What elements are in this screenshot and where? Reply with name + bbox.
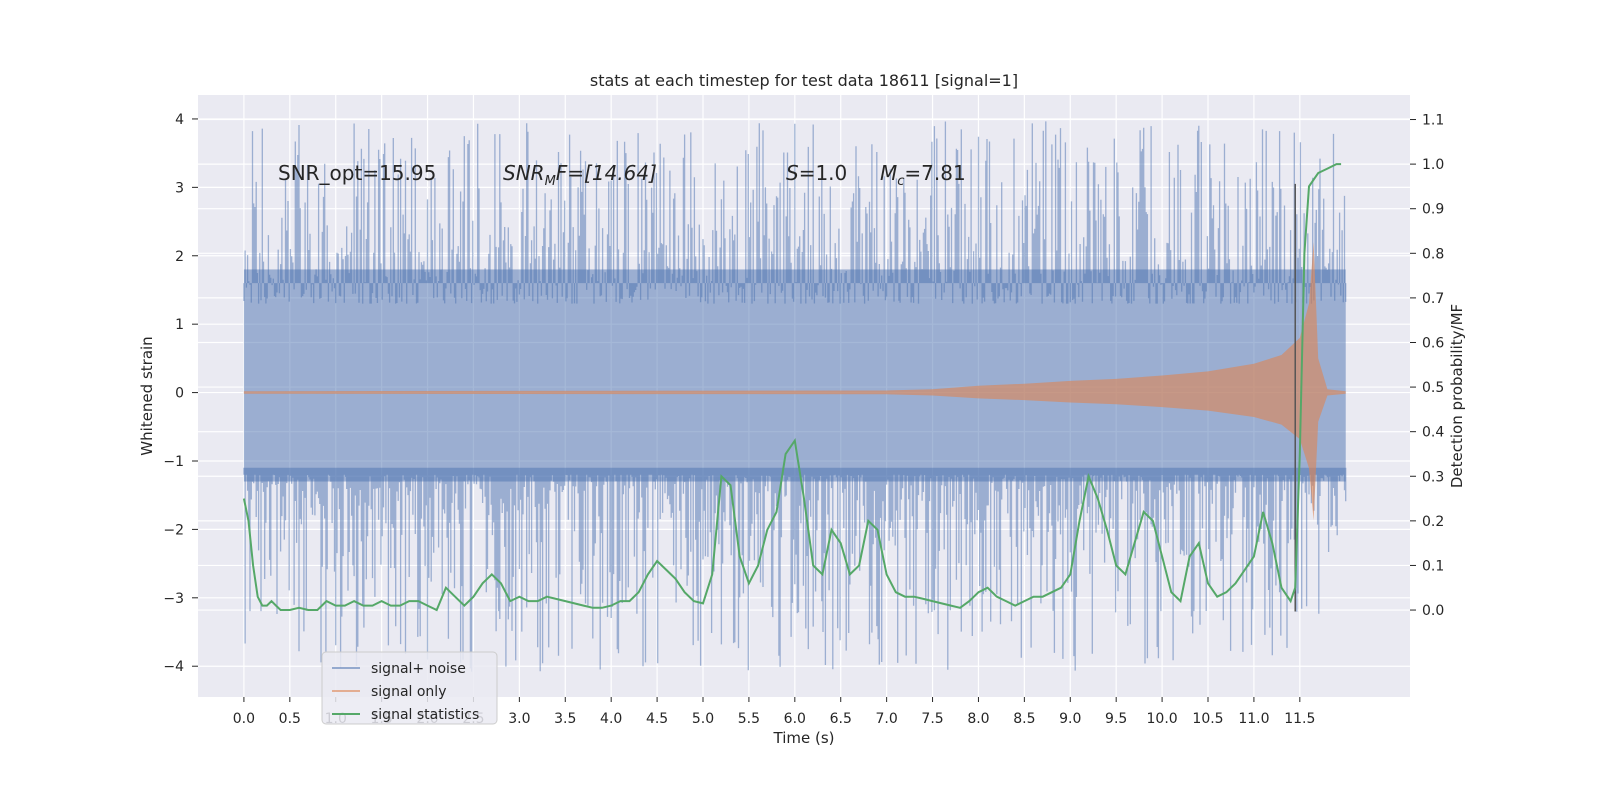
annotation-mc-sub: c — [897, 174, 904, 189]
x-axis-label: Time (s) — [773, 729, 835, 747]
y2-tick-label-0: 1.1 — [1422, 113, 1444, 129]
statistics-line — [242, 163, 1342, 612]
series-signal-only — [243, 242, 1346, 521]
y2-tick-label-10: 0.1 — [1422, 558, 1444, 574]
y2-tick-label-5: 0.6 — [1422, 335, 1444, 351]
x-tick-label-12: 6.0 — [784, 711, 806, 727]
annotation-snr-mf-rest: F=[14.64] — [556, 161, 657, 185]
y2-tick-label-2: 0.9 — [1422, 202, 1444, 218]
x-tick-label-18: 9.0 — [1059, 711, 1081, 727]
annotation-s-rest: =1.0 — [799, 161, 848, 185]
y-tick-label-6: −2 — [163, 522, 184, 538]
legend-label-2: signal statistics — [371, 707, 479, 723]
y-tick-label-7: −3 — [163, 591, 184, 607]
annotation-s-main: S — [786, 161, 799, 185]
y2-axis-label: Detection probability/MF — [1448, 304, 1466, 488]
x-tick-label-9: 4.5 — [646, 711, 668, 727]
y2-tick-label-1: 1.0 — [1422, 157, 1444, 173]
y-axis-ticks: 4 3 2 1 0 −1 −2 −3 −4 — [163, 112, 198, 675]
x-tick-label-14: 7.0 — [876, 711, 898, 727]
y-axis-label: Whitened strain — [138, 336, 156, 455]
x-tick-label-0: 0.0 — [233, 711, 255, 727]
annotation-snr-opt: SNR_opt=15.95 — [278, 161, 436, 185]
y2-tick-label-11: 0.0 — [1422, 603, 1444, 619]
y2-tick-label-3: 0.8 — [1422, 246, 1444, 262]
noise-lower-spikes — [243, 467, 1347, 672]
y-tick-label-1: 3 — [175, 180, 184, 196]
y-tick-label-8: −4 — [163, 659, 184, 675]
x-tick-label-8: 4.0 — [600, 711, 622, 727]
legend-label-1: signal only — [371, 684, 446, 700]
x-tick-label-10: 5.0 — [692, 711, 714, 727]
legend-items: signal+ noise signal only signal statistic… — [332, 661, 479, 723]
y-tick-label-0: 4 — [175, 112, 184, 128]
x-tick-label-15: 7.5 — [921, 711, 943, 727]
x-tick-label-6: 3.0 — [508, 711, 530, 727]
y2-tick-label-8: 0.3 — [1422, 469, 1444, 485]
y-tick-label-2: 2 — [175, 249, 184, 265]
annotation-snr-mf-main: SNR — [503, 161, 545, 185]
y2-axis-ticks: 1.1 1.0 0.9 0.8 0.7 0.6 0.5 0.4 0.3 0.2 0.1 0.0 — [1410, 113, 1444, 619]
x-tick-label-20: 10.0 — [1147, 711, 1178, 727]
x-tick-label-13: 6.5 — [830, 711, 852, 727]
y2-tick-label-7: 0.4 — [1422, 425, 1444, 441]
y-tick-label-3: 1 — [175, 317, 184, 333]
x-tick-label-23: 11.5 — [1284, 711, 1315, 727]
signal-envelope — [243, 242, 1346, 521]
x-tick-label-7: 3.5 — [554, 711, 576, 727]
y2-tick-label-9: 0.2 — [1422, 514, 1444, 530]
legend-box — [321, 651, 498, 725]
annotation-snr-mf-sub: M — [545, 174, 556, 189]
chart-title: stats at each timestep for test data 186… — [590, 71, 1018, 90]
series-signal-statistics — [242, 163, 1342, 612]
noise-upper-spikes — [243, 121, 1347, 304]
annotation-mc: Mc=7.81 — [880, 161, 966, 189]
x-tick-label-16: 8.0 — [967, 711, 989, 727]
y2-tick-label-4: 0.7 — [1422, 291, 1444, 307]
legend-label-0: signal+ noise — [371, 661, 466, 677]
x-tick-label-1: 0.5 — [279, 711, 301, 727]
annotation-mc-main: M — [880, 161, 897, 185]
y-tick-label-4: 0 — [175, 386, 184, 402]
x-tick-label-21: 10.5 — [1192, 711, 1223, 727]
annotation-snr-mf: SNRMF=[14.64] — [503, 161, 657, 189]
x-tick-label-11: 5.5 — [738, 711, 760, 727]
y2-tick-label-6: 0.5 — [1422, 380, 1444, 396]
x-tick-label-19: 9.5 — [1105, 711, 1127, 727]
y-tick-label-5: −1 — [163, 454, 184, 470]
x-tick-label-17: 8.5 — [1013, 711, 1035, 727]
x-tick-label-22: 11.0 — [1238, 711, 1269, 727]
annotation-mc-rest: =7.81 — [904, 161, 965, 185]
annotation-s: S=1.0 — [786, 161, 847, 185]
legend: signal+ noise signal only signal statistic… — [321, 651, 498, 725]
